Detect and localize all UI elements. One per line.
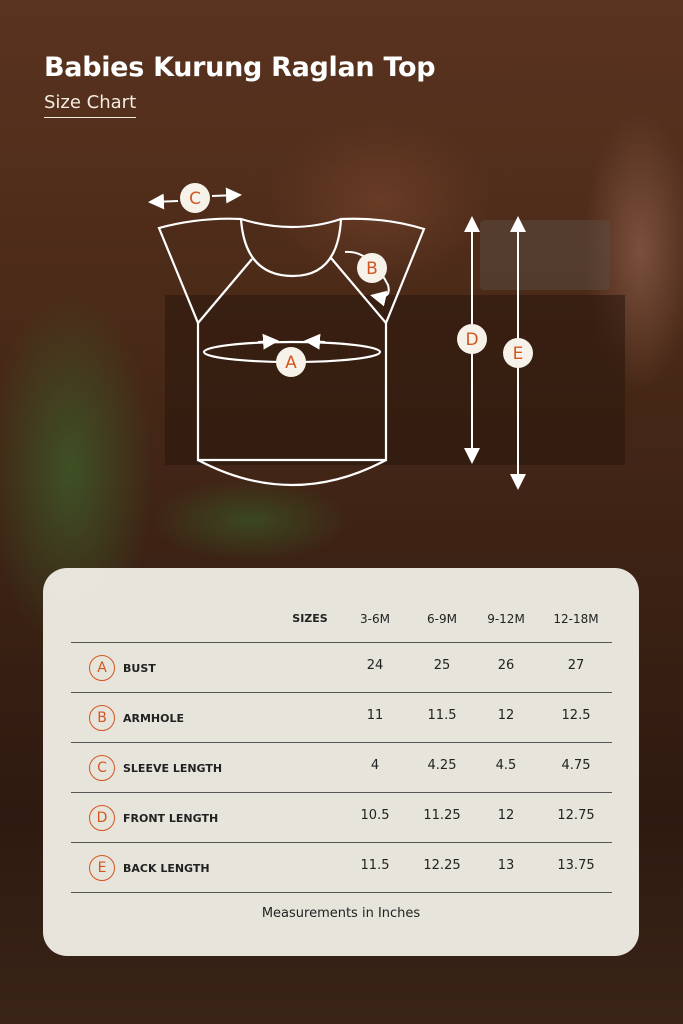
- table-cell: 27: [567, 658, 585, 673]
- page-subtitle: Size Chart: [44, 92, 137, 118]
- table-cell: 4.25: [427, 758, 457, 773]
- table-cell: 12: [497, 708, 515, 723]
- divider: [71, 842, 612, 843]
- table-cell: 25: [433, 658, 451, 673]
- table-cell: 13: [497, 858, 515, 873]
- background-piano: [165, 295, 625, 465]
- row-key-badge: E: [89, 855, 115, 881]
- row-label: BUST: [123, 662, 156, 675]
- svg-text:E: E: [513, 344, 524, 364]
- divider: [71, 892, 612, 893]
- divider: [71, 642, 612, 643]
- table-cell: 11.5: [360, 858, 390, 873]
- svg-text:A: A: [285, 353, 297, 373]
- table-cell: 4.75: [561, 758, 591, 773]
- divider: [71, 742, 612, 743]
- row-key-badge: C: [89, 755, 115, 781]
- sizes-header: SIZES: [292, 612, 328, 625]
- row-label: BACK LENGTH: [123, 862, 210, 875]
- footnote: Measurements in Inches: [261, 906, 421, 921]
- label-a-marker: A: [276, 347, 306, 377]
- label-e-marker: E: [503, 338, 533, 368]
- row-key-badge: B: [89, 705, 115, 731]
- table-cell: 4.5: [495, 758, 517, 773]
- row-key-badge: D: [89, 805, 115, 831]
- svg-text:D: D: [465, 330, 478, 350]
- table-cell: 11.5: [427, 708, 457, 723]
- table-cell: 12.75: [557, 808, 595, 823]
- svg-text:B: B: [366, 259, 378, 279]
- shirt-outline: [157, 217, 426, 486]
- table-cell: 10.5: [360, 808, 390, 823]
- table-cell: 13.75: [557, 858, 595, 873]
- divider: [71, 692, 612, 693]
- svg-text:C: C: [189, 189, 201, 209]
- row-label: SLEEVE LENGTH: [123, 762, 223, 775]
- table-cell: 12: [497, 808, 515, 823]
- label-c-marker: C: [180, 183, 210, 213]
- table-cell: 11.25: [423, 808, 461, 823]
- label-d-marker: D: [457, 324, 487, 354]
- table-cell: 26: [497, 658, 515, 673]
- size-header: 9-12M: [487, 612, 525, 626]
- page-title: Babies Kurung Raglan Top: [44, 52, 436, 83]
- size-header: 12-18M: [553, 612, 599, 626]
- label-b-marker: B: [357, 253, 387, 283]
- divider: [71, 792, 612, 793]
- row-label: ARMHOLE: [123, 712, 185, 725]
- size-header: 6-9M: [427, 612, 457, 626]
- table-cell: 12.5: [561, 708, 591, 723]
- background-radio: [480, 220, 610, 290]
- row-key-badge: A: [89, 655, 115, 681]
- table-cell: 4: [370, 758, 380, 773]
- table-cell: 24: [366, 658, 384, 673]
- table-cell: 12.25: [423, 858, 461, 873]
- table-cell: 11: [366, 708, 384, 723]
- size-header: 3-6M: [360, 612, 390, 626]
- size-table: SIZES 3-6M 6-9M 9-12M 12-18M A BUST 24 25 2…: [43, 568, 639, 956]
- row-label: FRONT LENGTH: [123, 812, 219, 825]
